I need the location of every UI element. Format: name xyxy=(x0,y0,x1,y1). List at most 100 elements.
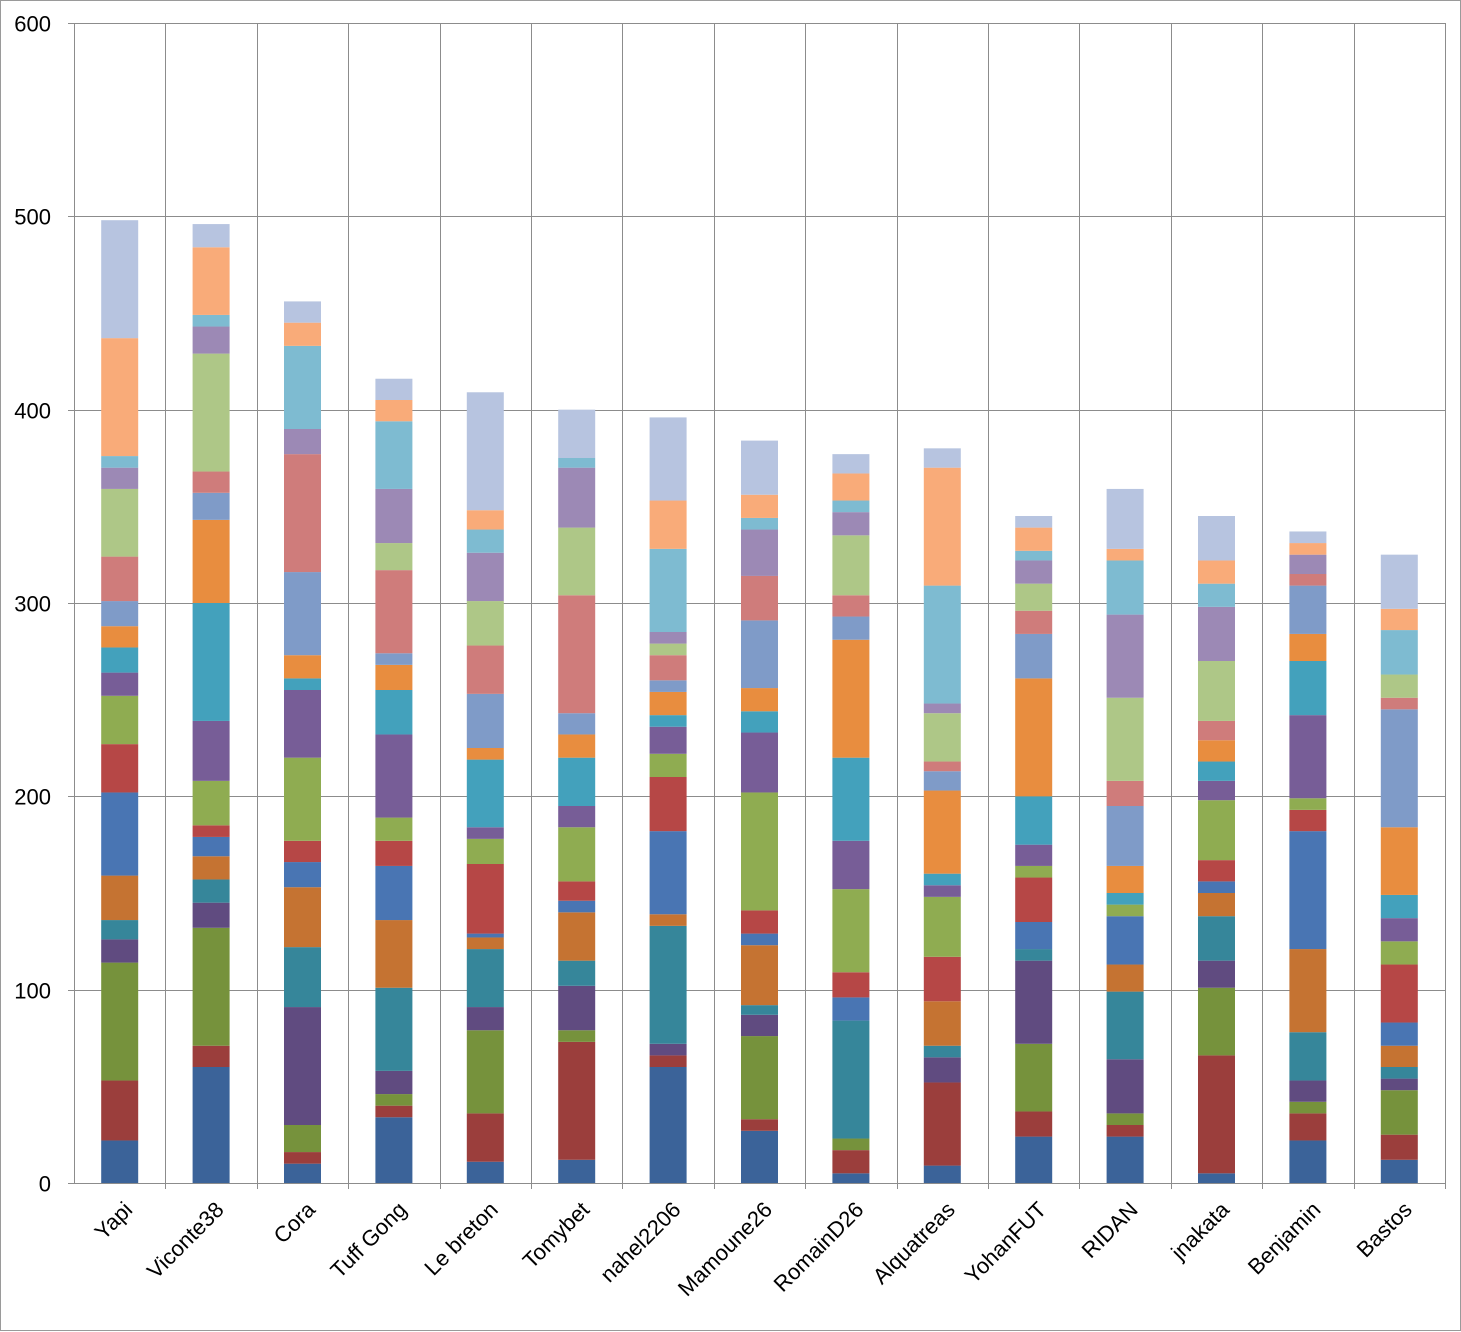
bar-segment xyxy=(741,620,778,689)
x-category-label: Tuff Gong xyxy=(325,1197,411,1283)
bar-segment xyxy=(741,440,778,495)
bar-segment xyxy=(649,925,687,1044)
bar-segment xyxy=(1380,918,1418,942)
bar-segment xyxy=(1198,606,1235,661)
bar-segment xyxy=(375,1094,413,1106)
bar-stack-nahel2206 xyxy=(649,417,687,1183)
bar-segment xyxy=(832,889,870,973)
bar-segment xyxy=(558,881,596,901)
bar-segment xyxy=(1106,893,1144,905)
x-category-label: Viconte38 xyxy=(142,1197,229,1284)
bar-segment xyxy=(558,806,596,828)
bar-segment xyxy=(192,856,230,880)
bar-segment xyxy=(923,703,961,714)
bar-segment xyxy=(1289,554,1327,574)
bar-segment xyxy=(558,1030,596,1042)
y-tick-label: 0 xyxy=(39,1172,51,1197)
bar-segment xyxy=(741,792,778,911)
bar-segment xyxy=(1015,796,1053,845)
bar-segment xyxy=(101,875,139,921)
bar-segment xyxy=(558,734,596,758)
bar-stack-viconte38 xyxy=(192,224,230,1183)
bar-segment xyxy=(558,467,596,528)
bar-segment xyxy=(1015,527,1053,551)
bar-segment xyxy=(375,664,413,690)
bar-segment xyxy=(923,873,961,886)
bar-stack-cora xyxy=(284,301,321,1183)
bar-segment xyxy=(1198,987,1235,1056)
bar-segment xyxy=(1015,865,1053,878)
bar-segment xyxy=(1015,550,1053,561)
x-category-label: YohanFUT xyxy=(960,1197,1051,1288)
bar-segment xyxy=(192,836,230,857)
bars xyxy=(101,220,1418,1183)
bar-segment xyxy=(1289,531,1327,544)
bar-segment xyxy=(466,601,504,646)
bar-segment xyxy=(649,1043,687,1056)
bar-segment xyxy=(1015,560,1053,584)
bar-segment xyxy=(558,458,596,468)
bar-segment xyxy=(832,512,870,536)
bar-segment xyxy=(1380,1022,1418,1046)
bar-segment xyxy=(101,556,139,602)
bar-segment xyxy=(649,417,687,501)
bar-segment xyxy=(1106,697,1144,781)
bar-segment xyxy=(375,1117,413,1183)
bar-segment xyxy=(375,920,413,988)
bar-segment xyxy=(558,1041,596,1160)
bar-segment xyxy=(1289,1080,1327,1102)
bar-segment xyxy=(375,421,413,489)
bar-segment xyxy=(832,616,870,640)
bar-segment xyxy=(192,247,230,315)
bar-segment xyxy=(284,840,321,863)
bar-segment xyxy=(192,825,230,837)
bar-segment xyxy=(832,595,870,617)
bar-segment xyxy=(1198,740,1235,762)
bar-segment xyxy=(649,1067,687,1183)
bar-segment xyxy=(1289,949,1327,1033)
bar-segment xyxy=(1289,1140,1327,1183)
bar-segment xyxy=(101,1080,139,1141)
bar-segment xyxy=(649,655,687,681)
bar-segment xyxy=(466,1030,504,1114)
bar-segment xyxy=(1380,697,1418,710)
bar-segment xyxy=(1198,560,1235,584)
bar-segment xyxy=(1015,516,1053,528)
bar-segment xyxy=(741,732,778,793)
bar-segment xyxy=(101,626,139,648)
bar-segment xyxy=(741,575,778,621)
bar-segment xyxy=(1198,1055,1235,1174)
bar-segment xyxy=(1289,1113,1327,1141)
bar-segment xyxy=(558,757,596,806)
bar-segment xyxy=(1289,661,1327,716)
bar-segment xyxy=(466,552,504,602)
bar-stack-jnakata xyxy=(1198,516,1235,1183)
bar-segment xyxy=(741,910,778,934)
bar-stack-yapi xyxy=(101,220,139,1183)
bar-segment xyxy=(923,1001,961,1046)
bar-segment xyxy=(558,912,596,961)
bar-segment xyxy=(1015,1136,1053,1183)
bar-segment xyxy=(923,713,961,762)
bar-stack-tomybet xyxy=(558,409,596,1183)
bar-segment xyxy=(284,1007,321,1125)
bar-segment xyxy=(1380,1090,1418,1135)
bar-stack-mamoune26 xyxy=(741,440,778,1183)
bar-segment xyxy=(649,1055,687,1067)
bar-segment xyxy=(649,632,687,644)
bar-segment xyxy=(832,1150,870,1174)
bar-segment xyxy=(192,902,230,928)
bar-segment xyxy=(284,429,321,455)
bar-segment xyxy=(1015,1043,1053,1112)
bar-segment xyxy=(192,1045,230,1067)
bar-segment xyxy=(649,715,687,727)
bar-segment xyxy=(832,757,870,841)
bar-segment xyxy=(649,691,687,716)
bar-segment xyxy=(1106,806,1144,866)
bar-stack-ridan xyxy=(1106,488,1144,1183)
bar-segment xyxy=(1380,630,1418,675)
bar-segment xyxy=(832,500,870,513)
bar-segment xyxy=(466,759,504,828)
bar-segment xyxy=(832,1173,870,1183)
bar-segment xyxy=(192,471,230,493)
